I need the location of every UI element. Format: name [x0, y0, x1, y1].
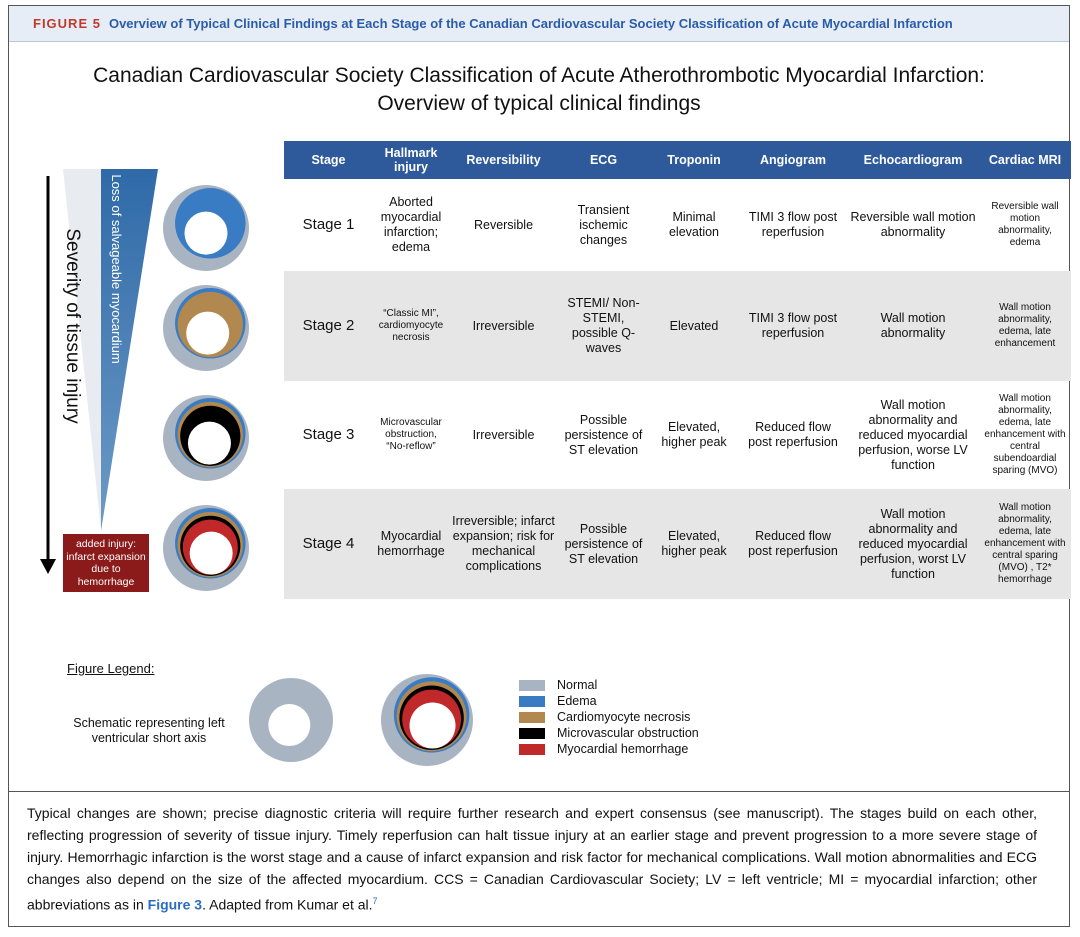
table-cell: Wall motion abnormality and reduced myoc… — [847, 489, 979, 599]
table-cell: Irreversible — [472, 427, 535, 442]
caption-link[interactable]: Figure 3 — [147, 896, 203, 913]
table-cell: Transient ischemic changes — [577, 202, 630, 247]
figure-frame: FIGURE 5 Overview of Typical Clinical Fin… — [8, 5, 1071, 927]
legend-label: Edema — [557, 694, 597, 708]
table-cell: Stage 3 — [302, 426, 355, 443]
ring-lumen — [184, 211, 228, 255]
column-header: Hallmark injury — [373, 141, 449, 179]
table-cell: “Classic MI”, cardiomyocyte necrosis — [373, 271, 449, 381]
table-cell: Reversible — [473, 217, 534, 232]
ring-lumen — [189, 531, 233, 575]
table-cell: Wall motion abnormality, edema, late enh… — [979, 271, 1071, 381]
table-cell: Wall motion abnormality, edema, late enh… — [984, 393, 1066, 476]
severity-triangle — [63, 169, 101, 531]
table-cell: Reduced flow post reperfusion — [748, 420, 838, 449]
column-header: Stage — [284, 141, 373, 179]
legend-swatch — [519, 696, 545, 707]
legend-item: Cardiomyocyte necrosis — [519, 710, 739, 726]
table-cell: Wall motion abnormality — [847, 271, 979, 381]
findings-table: Stage Hallmark injury Reversibility ECG Trop… — [284, 141, 1071, 599]
legend-label: Cardiomyocyte necrosis — [557, 710, 691, 724]
table-cell: Myocardial hemorrhage — [373, 489, 449, 599]
column-header: Troponin — [649, 141, 739, 179]
table-cell: TIMI 3 flow post reperfusion — [748, 210, 838, 239]
figure-label: FIGURE 5 — [33, 16, 101, 31]
salvage-triangle — [101, 169, 158, 531]
legend-schematic: Schematic representing left ventricular … — [73, 716, 225, 745]
table-cell: STEMI/ Non-STEMI, possible Q-waves — [558, 271, 649, 381]
table-cell: Reversible wall motion abnormality — [850, 210, 976, 239]
table-cell: Wall motion abnormality, edema, late enh… — [979, 489, 1071, 599]
triangle-label: Loss of salvageable myocardium — [109, 174, 124, 363]
table-cell: Aborted myocardial infarction; edema — [380, 195, 442, 254]
table-row: Stage 1 Aborted myocardial infarction; ed… — [284, 179, 1071, 271]
caption-ref[interactable]: 7 — [372, 896, 378, 906]
legend-item: Normal — [519, 678, 739, 694]
table-cell: Reduced flow post reperfusion — [739, 489, 847, 599]
table-cell: Wall motion abnormality and reduced myoc… — [858, 397, 968, 472]
table-cell: Microvascular obstruction, “No-reflow” — [380, 417, 442, 452]
legend-label: Normal — [557, 678, 598, 692]
table-row: Stage 4 Myocardial hemorrhage Irreversible… — [284, 489, 1071, 599]
column-header: Reversibility — [449, 141, 558, 179]
table-cell: Stage 2 — [284, 271, 373, 381]
table-cell: Irreversible — [449, 271, 558, 381]
graphics: Severity of tissue injury Loss of salvag… — [40, 169, 473, 766]
legend-label: Microvascular obstruction — [557, 726, 699, 740]
legend-title: Figure Legend: — [67, 661, 155, 676]
table-row: Stage 3 Microvascular obstruction, “No-re… — [284, 381, 1071, 489]
figure-title: Canadian Cardiovascular Society Classifi… — [93, 64, 985, 87]
caption-text: Typical changes are shown; precise diagn… — [27, 805, 1037, 913]
figure-heading: Overview of Typical Clinical Findings at… — [108, 16, 953, 31]
added-injury-wrap: added injury: infarct expansion due to h… — [66, 538, 146, 588]
caption-after: . Adapted from Kumar et al. — [202, 896, 373, 913]
figure-header: FIGURE 5 Overview of Typical Clinical Fin… — [9, 6, 1069, 42]
table-cell: Stage 4 — [284, 489, 373, 599]
ring-lumen — [186, 311, 230, 355]
table-cell: Irreversible; infarct expansion; risk fo… — [449, 489, 558, 599]
table-cell: TIMI 3 flow post reperfusion — [739, 271, 847, 381]
legend-item: Edema — [519, 694, 739, 710]
caption: Typical changes are shown; precise diagn… — [27, 802, 1037, 916]
column-header: Cardiac MRI — [979, 141, 1071, 179]
arrow-head — [40, 559, 56, 574]
legend-item: Myocardial hemorrhage — [519, 742, 739, 758]
legend-label: Myocardial hemorrhage — [557, 742, 689, 756]
rings — [163, 185, 473, 766]
legend-swatch — [519, 744, 545, 755]
separator — [9, 791, 1069, 792]
figure-subtitle: Overview of typical clinical findings — [377, 92, 701, 115]
added-injury-box — [63, 534, 149, 592]
table-row: Stage 2 “Classic MI”, cardiomyocyte necro… — [284, 271, 1071, 381]
table-cell: Minimal elevation — [668, 210, 720, 239]
ring-lumen — [409, 702, 456, 749]
table-cell: Elevated, higher peak — [649, 489, 739, 599]
added-injury-text: added injury: infarct expansion due to h… — [66, 538, 146, 588]
column-header: Echocardiogram — [847, 141, 979, 179]
ring-lumen — [187, 421, 231, 465]
table-cell: Stage 1 — [302, 216, 355, 233]
column-header: Angiogram — [739, 141, 847, 179]
table-cell: Elevated, higher peak — [661, 420, 727, 449]
legend-item: Microvascular obstruction — [519, 726, 739, 742]
table-cell: Possible persistence of ST elevation — [564, 412, 643, 457]
legend-swatch — [519, 680, 545, 691]
ring-lumen — [268, 704, 311, 747]
table-cell: Possible persistence of ST elevation — [558, 489, 649, 599]
column-header: ECG — [558, 141, 649, 179]
table-cell: Reversible wall motion abnormality, edem… — [991, 201, 1059, 248]
legend-swatch — [519, 728, 545, 739]
table-cell: Elevated — [649, 271, 739, 381]
axis-label: Severity of tissue injury — [62, 228, 83, 424]
legend-swatch — [519, 712, 545, 723]
